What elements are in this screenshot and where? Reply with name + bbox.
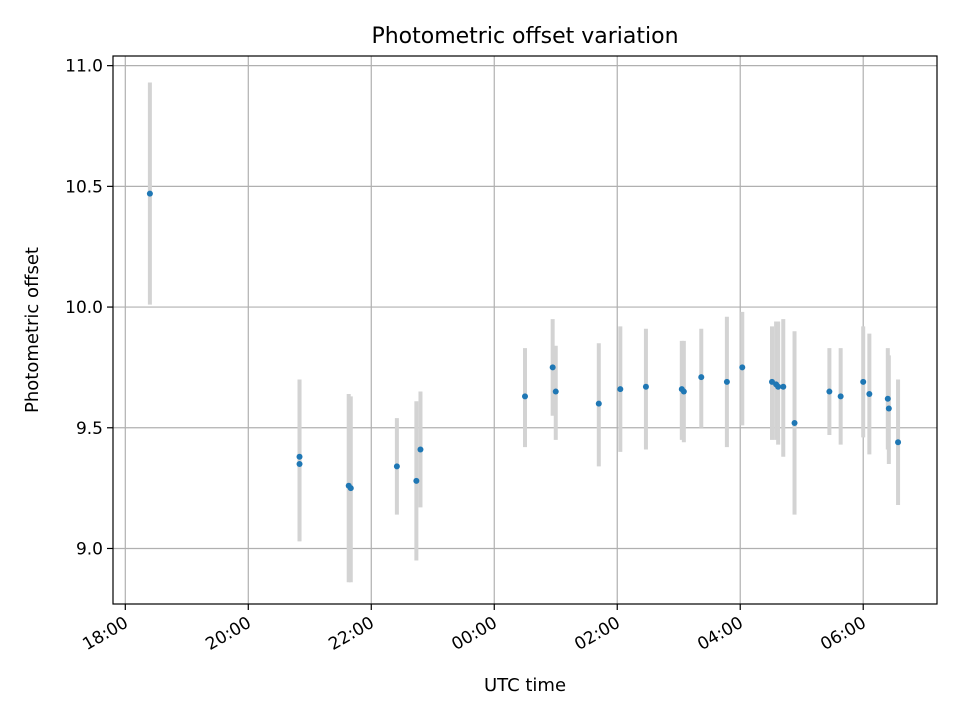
data-point (549, 364, 556, 371)
x-axis-label: UTC time (484, 675, 566, 696)
data-point (617, 386, 624, 393)
data-point (413, 477, 420, 484)
data-point (866, 390, 873, 397)
data-point (393, 463, 400, 470)
y-tick-label: 9.5 (76, 419, 103, 439)
data-point (775, 383, 782, 390)
y-tick-label: 11.0 (65, 57, 103, 77)
data-point (723, 378, 730, 385)
plot-frame (112, 55, 938, 605)
chart-title: Photometric offset variation (371, 24, 678, 49)
data-point (739, 364, 746, 371)
y-axis-ticks: 9.0 9.5 10.0 10.5 11.0 (65, 57, 113, 559)
data-point (595, 400, 602, 407)
data-point (522, 393, 528, 400)
data-point (791, 419, 798, 426)
data-point (552, 388, 559, 395)
data-point (885, 405, 892, 412)
y-axis-label: Photometric offset (22, 247, 43, 413)
data-point (837, 393, 844, 400)
data-point (884, 395, 891, 402)
data-point (680, 388, 687, 395)
data-point (780, 383, 787, 390)
data-point (642, 383, 649, 390)
data-point (417, 446, 424, 453)
y-tick-label: 10.0 (65, 298, 103, 318)
data-point (296, 460, 303, 467)
data-point (698, 374, 705, 381)
data-point (146, 190, 153, 197)
y-tick-label: 10.5 (65, 177, 103, 197)
data-point (826, 388, 833, 395)
data-markers (146, 190, 902, 492)
data-point (860, 378, 867, 385)
data-point (347, 485, 354, 492)
data-point (895, 439, 902, 446)
y-tick-label: 9.0 (76, 539, 103, 559)
data-point (296, 453, 303, 460)
